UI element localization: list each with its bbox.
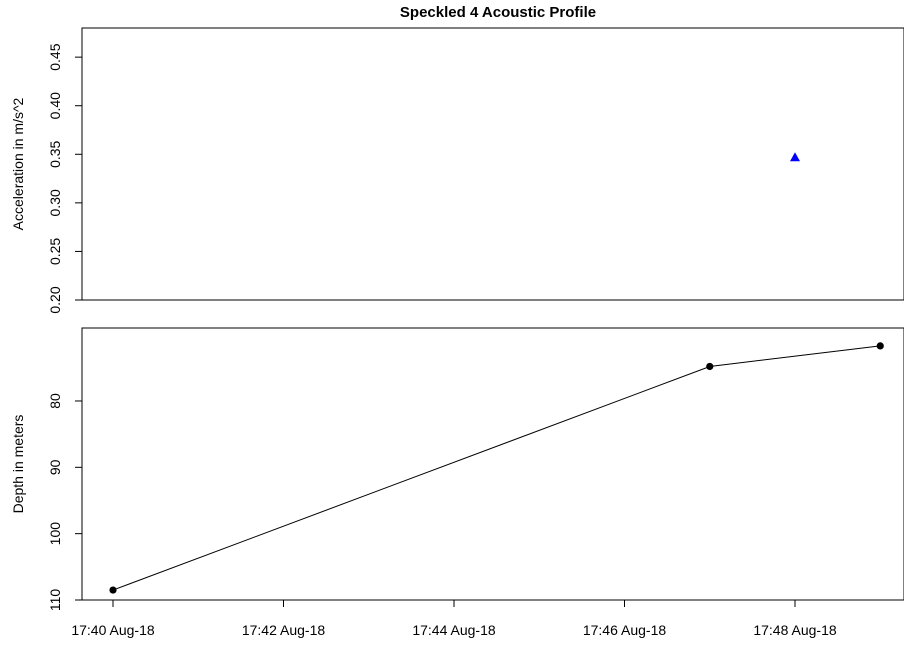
depth-y-tick-label: 110: [47, 589, 63, 612]
depth-series: [109, 342, 884, 594]
depth-point: [706, 362, 714, 371]
depth-line: [112, 345, 881, 591]
depth-y-axis: 80 90 100 110: [47, 393, 82, 611]
depth-point: [876, 342, 884, 350]
x-tick-label: 17:46 Aug-18: [583, 622, 667, 638]
chart-title: Speckled 4 Acoustic Profile: [400, 4, 596, 21]
depth-y-tick-label: 90: [47, 459, 63, 475]
acceleration-point: [790, 152, 800, 162]
acceleration-y-tick-label: 0.20: [47, 286, 63, 313]
acceleration-y-tick-label: 0.40: [47, 92, 63, 119]
acceleration-panel-frame: [81, 27, 904, 301]
time-x-axis: 17:40 Aug-18 17:42 Aug-18 17:44 Aug-18 17:4…: [71, 599, 837, 638]
acceleration-y-axis: 0.20 0.25 0.30 0.35 0.40 0.45: [47, 43, 82, 314]
acceleration-y-axis-label: Acceleration in m/s^2: [10, 97, 26, 230]
x-tick-label: 17:48 Aug-18: [753, 622, 837, 638]
acceleration-y-tick-label: 0.45: [47, 43, 63, 70]
depth-y-tick-label: 100: [47, 522, 63, 546]
depth-panel-frame: [81, 327, 904, 601]
x-tick-label: 17:40 Aug-18: [71, 622, 155, 638]
depth-panel: 80 90 100 110 Depth in meters: [10, 327, 904, 611]
depth-y-axis-label: Depth in meters: [10, 415, 26, 514]
acceleration-panel: 0.20 0.25 0.30 0.35 0.40 0.45 Acceleration in…: [10, 27, 904, 314]
x-tick-label: 17:44 Aug-18: [412, 622, 496, 638]
acceleration-points: [790, 152, 800, 162]
acceleration-y-tick-label: 0.25: [47, 238, 63, 265]
x-tick-label: 17:42 Aug-18: [242, 622, 326, 638]
acceleration-y-tick-label: 0.35: [47, 140, 63, 167]
depth-y-tick-label: 80: [47, 393, 63, 409]
depth-point: [109, 586, 117, 594]
acceleration-y-tick-label: 0.30: [47, 189, 63, 216]
